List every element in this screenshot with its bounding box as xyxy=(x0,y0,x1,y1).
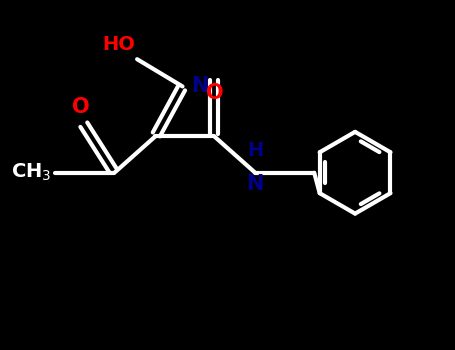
Text: O: O xyxy=(71,97,89,117)
Text: CH$_3$: CH$_3$ xyxy=(11,162,52,183)
Text: N: N xyxy=(191,76,208,97)
Text: H: H xyxy=(247,141,263,160)
Text: N: N xyxy=(247,174,264,194)
Text: O: O xyxy=(206,83,223,103)
Text: HO: HO xyxy=(102,35,135,54)
